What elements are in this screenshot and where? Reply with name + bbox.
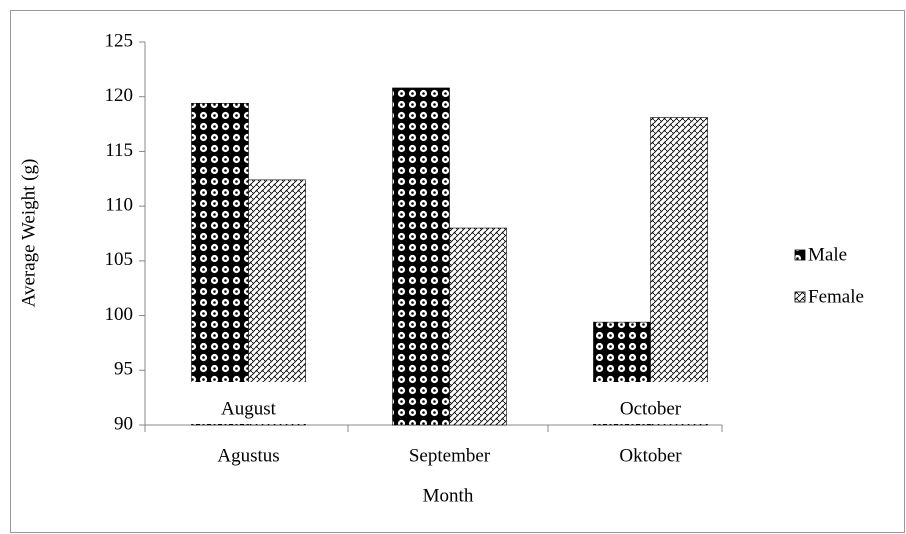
x-tick-label: Agustus [217,445,279,466]
legend-label: Female [808,286,864,307]
bar [392,87,450,426]
annotation-box [189,382,308,424]
y-tick-label: 90 [114,413,133,434]
y-tick-label: 95 [114,359,133,380]
x-tick-label: Oktober [619,445,682,466]
y-tick-label: 100 [105,304,134,325]
legend-swatch [794,249,806,261]
bar [191,102,249,426]
bar [449,227,507,426]
y-axis-title: Average Weight (g) [18,159,39,308]
bar [650,117,708,426]
annotation: August [221,398,277,419]
y-tick-label: 115 [105,140,133,161]
annotation-box [591,382,710,424]
x-tick-label: September [409,445,491,466]
y-tick-label: 120 [105,85,134,106]
y-tick-label: 125 [105,30,134,51]
y-tick-label: 105 [105,249,134,270]
legend-swatch [794,291,806,303]
annotation: October [620,398,682,419]
x-axis-title: Month [423,485,474,506]
y-tick-label: 110 [105,195,133,216]
legend-label: Male [808,244,847,265]
